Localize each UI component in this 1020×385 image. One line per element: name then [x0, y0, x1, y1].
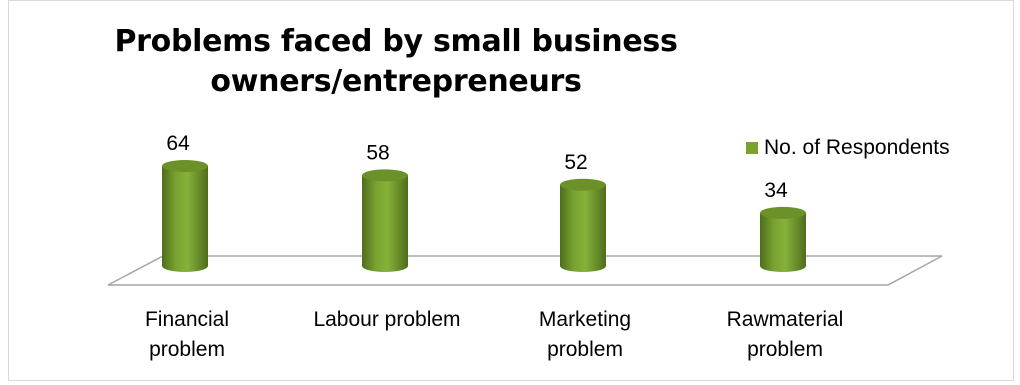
data-label: 64 — [166, 132, 190, 155]
bar-body — [560, 184, 606, 272]
bar-body — [162, 166, 208, 272]
bar-top — [760, 206, 806, 219]
bar-1 — [162, 160, 208, 272]
category-label: Marketing problem — [539, 308, 631, 361]
legend: No. of Respondents — [746, 136, 950, 160]
bar-top — [162, 160, 208, 172]
category-label: Financial problem — [145, 308, 229, 361]
bar-top — [362, 169, 408, 182]
category-label: Labour problem — [313, 308, 460, 331]
legend-label: No. of Respondents — [764, 136, 950, 159]
chart-title: Problems faced by small business owners/… — [114, 24, 678, 99]
category-label: Rawmaterial problem — [727, 308, 844, 361]
bar-2 — [362, 169, 408, 272]
data-label: 34 — [764, 179, 788, 202]
bar-body — [362, 175, 408, 272]
data-label: 52 — [564, 151, 587, 174]
data-label: 58 — [366, 141, 389, 164]
chart-floor — [107, 255, 943, 286]
bar-body — [760, 212, 806, 272]
bar-3 — [560, 178, 606, 272]
bar-top — [560, 178, 606, 191]
legend-swatch — [746, 142, 758, 154]
bar-4 — [760, 206, 806, 272]
